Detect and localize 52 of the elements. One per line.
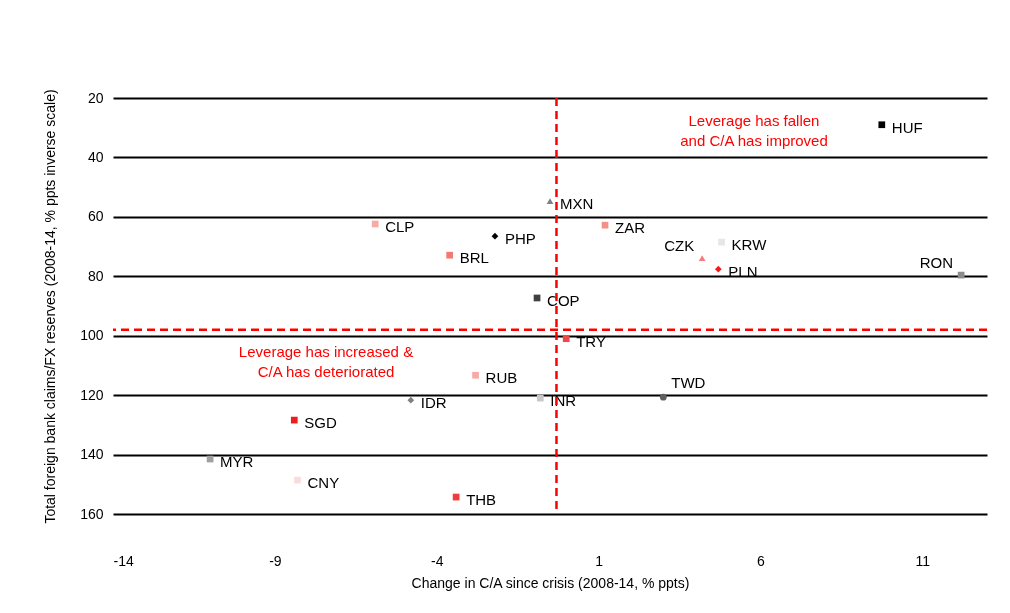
point xyxy=(714,265,722,273)
x-tick-label: 1 xyxy=(595,552,604,569)
series-label: ZAR xyxy=(615,219,646,237)
series-label: CZK xyxy=(664,237,695,255)
series-label: IDR xyxy=(420,394,447,412)
y-axis-title: Total foreign bank claims/FX reserves (2008-14, % ppts inverse scale) xyxy=(42,89,59,524)
x-axis-title: Change in C/A since crisis (2008-14, % ppts) xyxy=(411,574,690,591)
point xyxy=(371,220,379,228)
series-label: MYR xyxy=(220,453,254,471)
point xyxy=(878,121,886,129)
x-tick-label: 6 xyxy=(757,552,766,569)
y-tick-label: 40 xyxy=(87,148,104,165)
annotation: Leverage has fallen and C/A has improved xyxy=(680,112,828,149)
series-label: KRW xyxy=(731,236,768,254)
x-tick-label: -4 xyxy=(430,552,444,569)
point xyxy=(536,394,544,402)
series-label: SGD xyxy=(304,414,337,432)
y-tick-label: 120 xyxy=(80,386,104,403)
point xyxy=(659,393,667,401)
series-label: THB xyxy=(466,491,497,509)
x-tick-label: 11 xyxy=(915,552,931,569)
point xyxy=(718,238,725,246)
point xyxy=(407,396,415,404)
point xyxy=(698,255,706,262)
series-label: RON xyxy=(919,254,954,272)
y-tick-label: 80 xyxy=(87,267,104,284)
series-label: TRY xyxy=(576,332,606,350)
point xyxy=(562,335,570,343)
series-label: MXN xyxy=(560,195,594,213)
point xyxy=(290,416,298,424)
x-tick-label: -9 xyxy=(269,552,282,569)
point xyxy=(294,476,301,484)
y-tick-label: 140 xyxy=(80,446,104,463)
y-tick-label: 100 xyxy=(80,327,104,344)
point xyxy=(491,232,499,240)
series-label: CNY xyxy=(307,474,340,492)
y-tick-label: 160 xyxy=(80,505,104,522)
series-label: CLP xyxy=(385,217,415,235)
y-tick-label: 20 xyxy=(87,89,104,106)
point xyxy=(446,251,454,259)
series-label: BRL xyxy=(459,249,489,267)
series-label: COP xyxy=(547,291,580,309)
y-tick-label: 60 xyxy=(87,208,104,225)
annotation: Leverage has increased & C/A has deteriorated xyxy=(238,343,414,380)
point xyxy=(546,198,554,205)
series-label: TWD xyxy=(671,374,706,392)
series-label: PHP xyxy=(504,230,536,248)
x-tick-label: -14 xyxy=(113,552,134,569)
point xyxy=(472,371,479,379)
series-label: RUB xyxy=(485,369,518,387)
series-label: HUF xyxy=(891,118,923,136)
point xyxy=(601,221,609,229)
